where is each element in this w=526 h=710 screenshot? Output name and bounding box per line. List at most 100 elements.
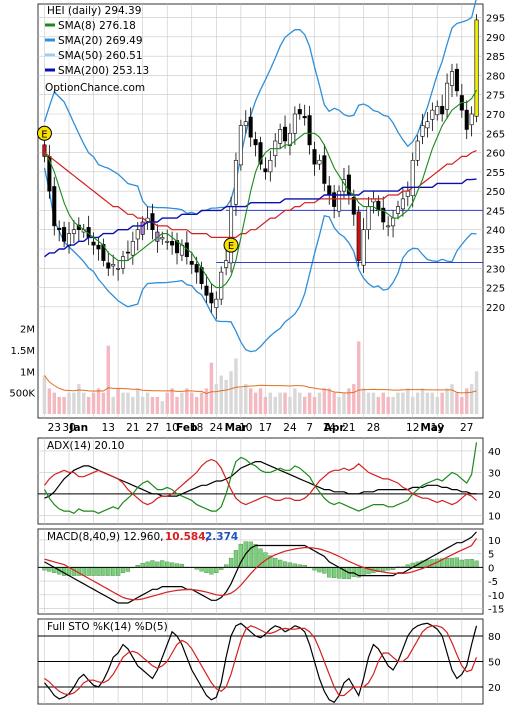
macd-histogram-bar bbox=[120, 567, 126, 574]
volume-bar bbox=[337, 396, 341, 414]
x-tick-label: 19 bbox=[431, 422, 444, 434]
macd-histogram-bar bbox=[273, 557, 278, 568]
macd-histogram-bar bbox=[253, 544, 258, 568]
macd-histogram-bar bbox=[91, 567, 96, 576]
macd-histogram-bar bbox=[444, 558, 450, 568]
sma50-line bbox=[44, 150, 477, 238]
volume-bar bbox=[72, 392, 76, 414]
candle-body bbox=[405, 190, 410, 197]
earnings-marker-label: E bbox=[41, 129, 47, 140]
month-label: May bbox=[420, 422, 444, 434]
price-tick-label: 290 bbox=[486, 33, 505, 44]
price-tick-label: 230 bbox=[486, 264, 505, 275]
legend-entry: HEI (daily) 294.39 bbox=[47, 5, 141, 17]
candle-body bbox=[337, 190, 342, 212]
volume-bar bbox=[42, 375, 47, 414]
indicator-tick-label: 30 bbox=[488, 468, 501, 479]
volume-bar bbox=[396, 392, 400, 414]
candle-body bbox=[209, 292, 214, 304]
candle-body bbox=[101, 244, 106, 261]
candle-body bbox=[258, 142, 263, 165]
macd-histogram-bar bbox=[322, 567, 327, 574]
volume-bar bbox=[474, 371, 479, 414]
candle-body bbox=[400, 198, 405, 210]
indicator-tick-label: 10 bbox=[488, 536, 501, 547]
sma200-line bbox=[44, 178, 477, 258]
candle-body bbox=[165, 240, 170, 243]
indicator-tick-label: 80 bbox=[488, 632, 501, 643]
macd-histogram-bar bbox=[381, 567, 386, 572]
volume-bar bbox=[415, 392, 420, 414]
price-tick-label: 285 bbox=[486, 52, 505, 63]
volume-bar bbox=[381, 392, 385, 414]
candle-body bbox=[253, 139, 258, 146]
candle-body bbox=[268, 159, 273, 173]
volume-bar bbox=[376, 396, 381, 414]
volume-bar bbox=[317, 392, 322, 414]
candle-body bbox=[62, 227, 67, 242]
volume-bar bbox=[469, 384, 474, 414]
candle-body bbox=[125, 251, 130, 254]
price-tick-label: 260 bbox=[486, 149, 505, 160]
macd-histogram-bar bbox=[278, 559, 283, 568]
macd-histogram-bar bbox=[282, 561, 288, 568]
price-tick-label: 255 bbox=[486, 168, 505, 179]
price-tick-label: 270 bbox=[486, 110, 505, 121]
x-tick-label: 10 bbox=[165, 422, 178, 434]
x-tick-label: 27 bbox=[146, 422, 159, 434]
candle-body bbox=[435, 105, 440, 116]
volume-bar bbox=[455, 392, 459, 414]
volume-bar bbox=[160, 401, 165, 414]
volume-bar bbox=[57, 396, 61, 414]
candle-body bbox=[263, 168, 268, 173]
macd-histogram-bar bbox=[140, 563, 145, 568]
volume-bar bbox=[136, 388, 140, 414]
indicator-title: MACD(8,40,9) 12.960, bbox=[47, 531, 163, 543]
volume-bar bbox=[86, 396, 91, 414]
x-tick-label: 13 bbox=[102, 422, 115, 434]
candle-body bbox=[57, 227, 62, 231]
volume-bar bbox=[229, 371, 233, 414]
candle-body bbox=[312, 149, 317, 165]
macd-histogram-bar bbox=[170, 562, 175, 568]
candle-body bbox=[287, 132, 292, 146]
volume-bar bbox=[258, 388, 263, 414]
indicator-tick-label: 10 bbox=[488, 511, 501, 522]
price-tick-label: 240 bbox=[486, 226, 505, 237]
volume-bar bbox=[406, 388, 410, 414]
price-tick-label: 220 bbox=[486, 303, 505, 314]
macd-histogram-bar bbox=[96, 567, 101, 576]
candle-body bbox=[307, 115, 312, 146]
candle-body bbox=[327, 185, 332, 196]
x-tick-label: 28 bbox=[367, 422, 380, 434]
indicator-tick-label: 5 bbox=[488, 550, 494, 561]
macd-histogram-bar bbox=[47, 567, 52, 572]
candle-body bbox=[229, 206, 234, 264]
volume-bar bbox=[67, 392, 71, 414]
volume-bar bbox=[430, 392, 435, 414]
macd-histogram-bar bbox=[248, 541, 253, 568]
volume-bar bbox=[101, 392, 106, 414]
candle-body bbox=[420, 125, 425, 137]
candle-body bbox=[445, 82, 450, 110]
x-tick-label: 14 bbox=[323, 422, 337, 434]
volume-bar bbox=[248, 388, 253, 414]
volume-bar bbox=[425, 392, 430, 414]
macd-histogram-bar bbox=[145, 561, 150, 568]
candle-body bbox=[356, 211, 361, 261]
volume-bar bbox=[302, 396, 307, 414]
indicator-line bbox=[44, 531, 477, 604]
price-tick-label: 295 bbox=[486, 14, 505, 25]
indicator-tick-label: 50 bbox=[488, 658, 501, 669]
candle-body bbox=[204, 285, 209, 296]
price-tick-label: 275 bbox=[486, 91, 505, 102]
candle-body bbox=[140, 221, 145, 235]
x-tick-label: 24 bbox=[210, 422, 224, 434]
volume-bar bbox=[371, 392, 376, 414]
volume-bar bbox=[410, 396, 415, 414]
x-tick-label: 21 bbox=[126, 422, 139, 434]
volume-bar bbox=[96, 388, 101, 414]
macd-histogram-bar bbox=[351, 567, 356, 577]
candle-body bbox=[474, 19, 479, 117]
candle-body bbox=[96, 244, 101, 250]
